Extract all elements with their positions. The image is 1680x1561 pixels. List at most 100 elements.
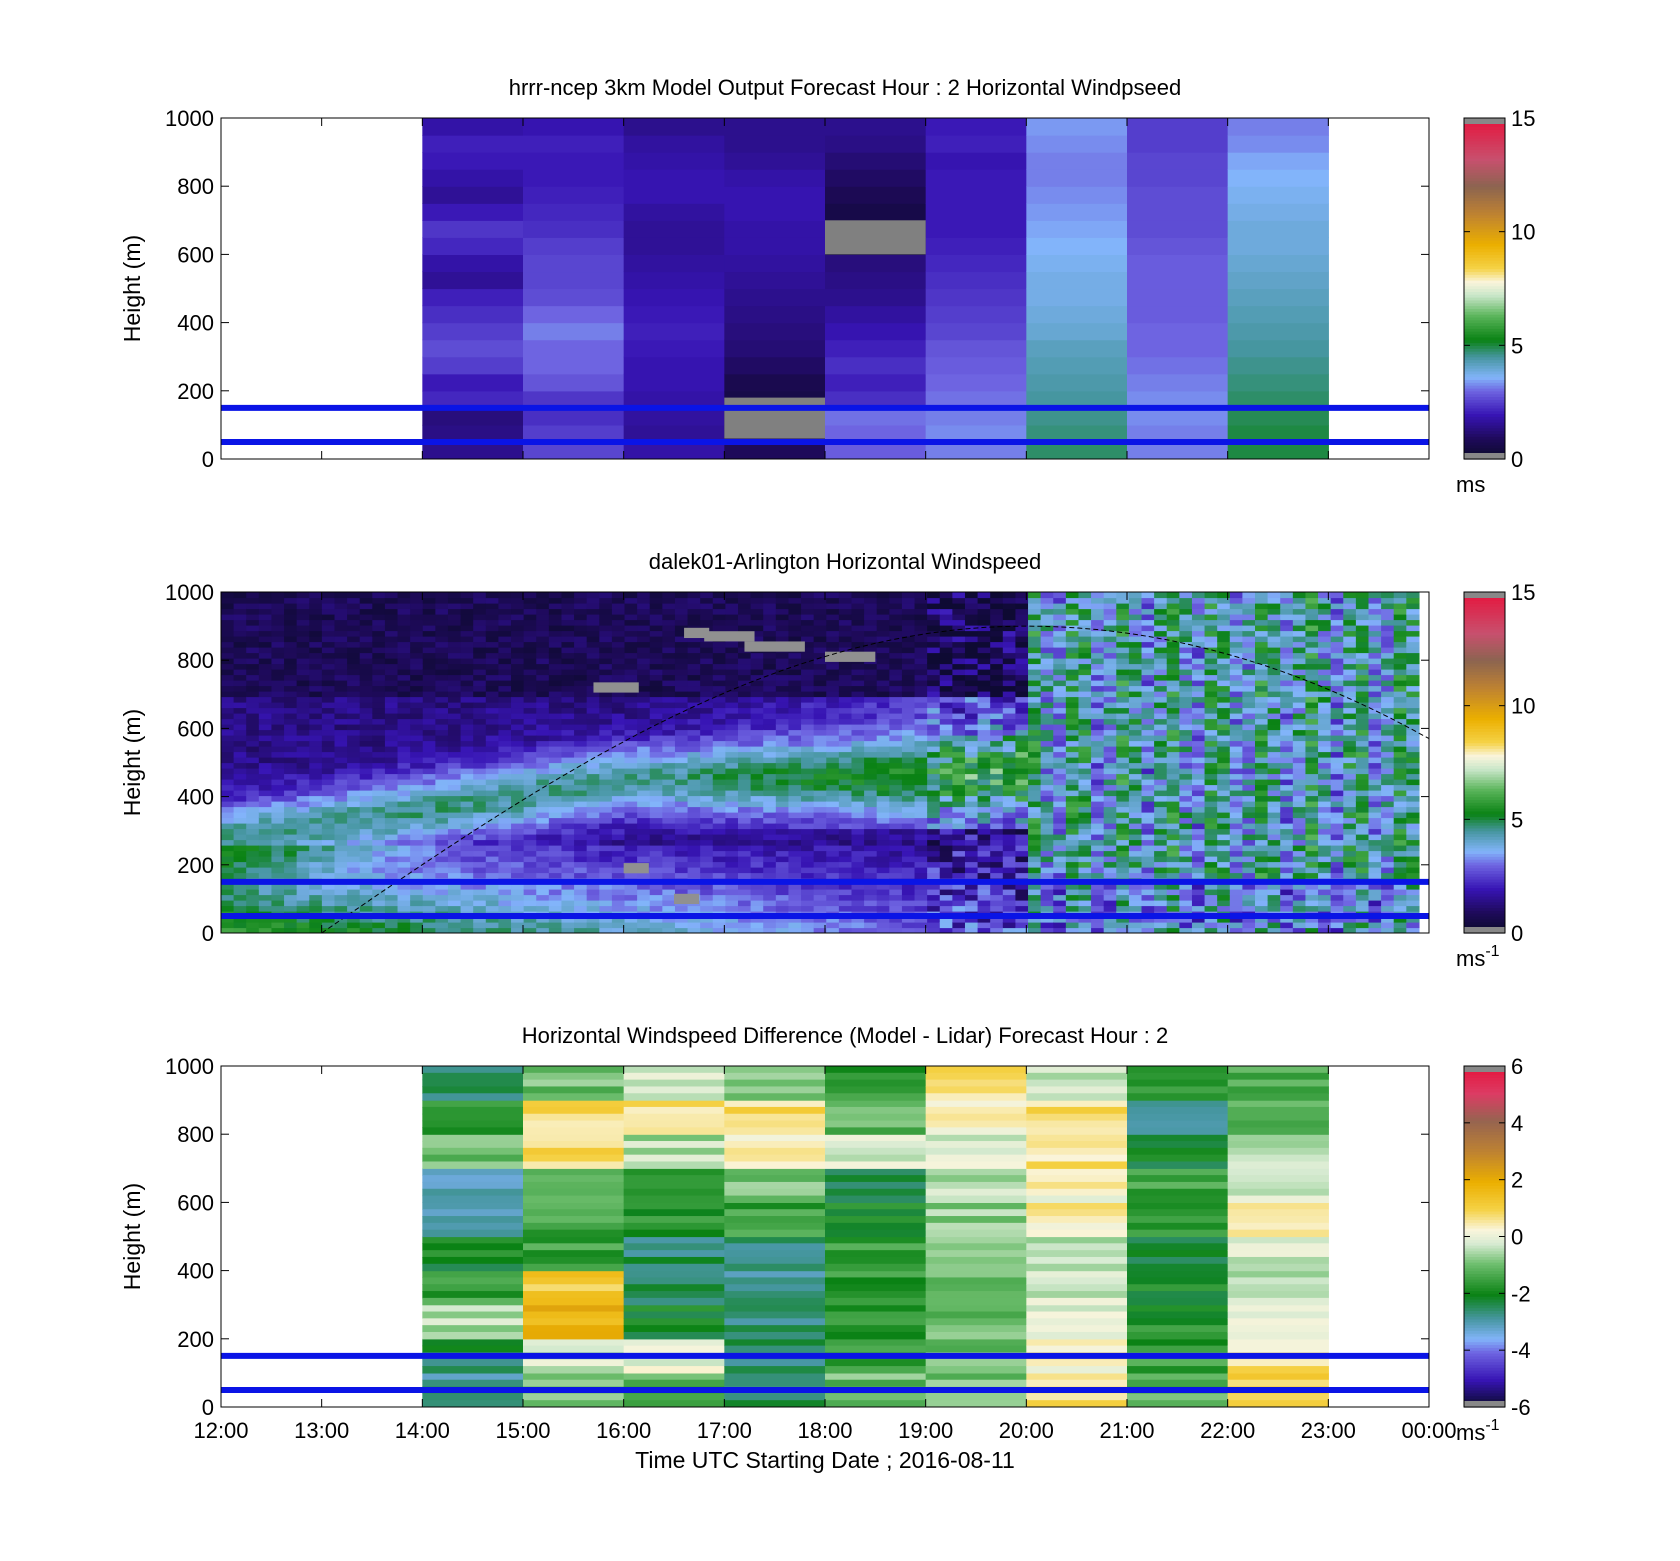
heatmap-cell bbox=[599, 597, 613, 604]
heatmap-cell bbox=[700, 608, 714, 615]
heatmap-cell bbox=[1002, 867, 1017, 874]
heatmap-cell bbox=[1065, 735, 1080, 742]
heatmap-cell bbox=[674, 702, 689, 709]
heatmap-cell bbox=[1091, 757, 1105, 764]
heatmap-cell bbox=[838, 861, 853, 868]
heatmap-cell bbox=[1026, 186, 1128, 204]
heatmap-cell bbox=[952, 806, 966, 813]
heatmap-cell bbox=[889, 773, 903, 780]
heatmap-cell bbox=[1103, 757, 1117, 764]
heatmap-cell bbox=[221, 603, 235, 610]
heatmap-cell bbox=[1002, 823, 1017, 830]
heatmap-cell bbox=[990, 713, 1004, 720]
heatmap-cell bbox=[233, 619, 247, 626]
heatmap-cell bbox=[447, 729, 462, 736]
heatmap-cell bbox=[233, 812, 247, 819]
heatmap-cell bbox=[927, 883, 941, 890]
heatmap-cell bbox=[687, 889, 701, 896]
heatmap-cell bbox=[927, 916, 941, 923]
heatmap-cell bbox=[435, 850, 449, 857]
heatmap-cell bbox=[1078, 883, 1092, 890]
heatmap-cell bbox=[1078, 773, 1092, 780]
heatmap-cell bbox=[271, 801, 285, 808]
heatmap-cell bbox=[321, 834, 336, 841]
heatmap-cell bbox=[1015, 597, 1029, 604]
heatmap-cell bbox=[637, 762, 651, 769]
heatmap-cell bbox=[750, 669, 764, 676]
heatmap-cell bbox=[258, 867, 273, 874]
heatmap-cell bbox=[347, 751, 361, 758]
heatmap-cell bbox=[611, 707, 626, 714]
colorbar-swatch bbox=[1464, 183, 1505, 187]
heatmap-cell bbox=[422, 390, 524, 409]
heatmap-cell bbox=[523, 647, 537, 654]
heatmap-cell bbox=[914, 729, 928, 736]
heatmap-cell bbox=[825, 135, 927, 153]
heatmap-cell bbox=[397, 773, 411, 780]
heatmap-cell bbox=[801, 608, 815, 615]
heatmap-cell bbox=[548, 834, 563, 841]
heatmap-cell bbox=[397, 647, 411, 654]
heatmap-cell bbox=[1091, 784, 1105, 791]
heatmap-cell bbox=[246, 768, 260, 775]
heatmap-cell bbox=[611, 625, 626, 632]
heatmap-cell bbox=[586, 768, 600, 775]
heatmap-cell bbox=[246, 718, 260, 725]
heatmap-cell bbox=[952, 812, 966, 819]
heatmap-cell bbox=[221, 751, 235, 758]
heatmap-cell bbox=[296, 883, 310, 890]
heatmap-cell bbox=[221, 740, 235, 747]
heatmap-cell bbox=[1091, 636, 1105, 643]
heatmap-cell bbox=[889, 696, 903, 703]
heatmap-cell bbox=[738, 746, 752, 753]
heatmap-cell bbox=[384, 751, 399, 758]
heatmap-cell bbox=[372, 685, 386, 692]
colorbar-swatch bbox=[1464, 314, 1505, 318]
heatmap-cell bbox=[738, 812, 752, 819]
heatmap-cell bbox=[611, 922, 626, 929]
heatmap-cell bbox=[347, 889, 361, 896]
heatmap-cell bbox=[372, 795, 386, 802]
heatmap-cell bbox=[296, 900, 310, 907]
heatmap-cell bbox=[422, 828, 436, 835]
heatmap-cell bbox=[284, 663, 298, 670]
heatmap-cell bbox=[952, 801, 966, 808]
heatmap-cell bbox=[927, 619, 941, 626]
heatmap-cell bbox=[637, 784, 651, 791]
heatmap-cell bbox=[548, 603, 563, 610]
heatmap-cell bbox=[624, 872, 638, 879]
heatmap-cell bbox=[309, 592, 323, 599]
colorbar-swatch bbox=[1464, 373, 1505, 378]
heatmap-cell bbox=[674, 680, 689, 687]
heatmap-cell bbox=[724, 339, 826, 358]
heatmap-cell bbox=[435, 801, 449, 808]
heatmap-cell bbox=[384, 718, 399, 725]
heatmap-cell bbox=[864, 702, 878, 709]
heatmap-cell bbox=[624, 603, 638, 610]
heatmap-cell bbox=[447, 674, 462, 681]
heatmap-cell bbox=[927, 652, 941, 659]
heatmap-cell bbox=[788, 801, 802, 808]
heatmap-cell bbox=[599, 713, 613, 720]
heatmap-cell bbox=[725, 746, 739, 753]
heatmap-cell bbox=[384, 674, 399, 681]
heatmap-cell bbox=[523, 713, 537, 720]
heatmap-cell bbox=[485, 696, 500, 703]
heatmap-cell bbox=[1091, 762, 1105, 769]
heatmap-cell bbox=[939, 883, 953, 890]
heatmap-cell bbox=[586, 773, 600, 780]
heatmap-cell bbox=[536, 702, 550, 709]
heatmap-cell bbox=[1015, 685, 1029, 692]
heatmap-cell bbox=[750, 592, 764, 599]
heatmap-cell bbox=[485, 894, 500, 901]
heatmap-cell bbox=[750, 812, 764, 819]
heatmap-cell bbox=[750, 922, 764, 929]
heatmap-cell bbox=[611, 927, 626, 933]
heatmap-cell bbox=[914, 773, 928, 780]
heatmap-cell bbox=[1002, 883, 1017, 890]
heatmap-cell bbox=[599, 784, 613, 791]
heatmap-cell bbox=[435, 663, 449, 670]
heatmap-cell bbox=[687, 647, 701, 654]
heatmap-cell bbox=[1053, 718, 1067, 725]
heatmap-cell bbox=[309, 839, 323, 846]
